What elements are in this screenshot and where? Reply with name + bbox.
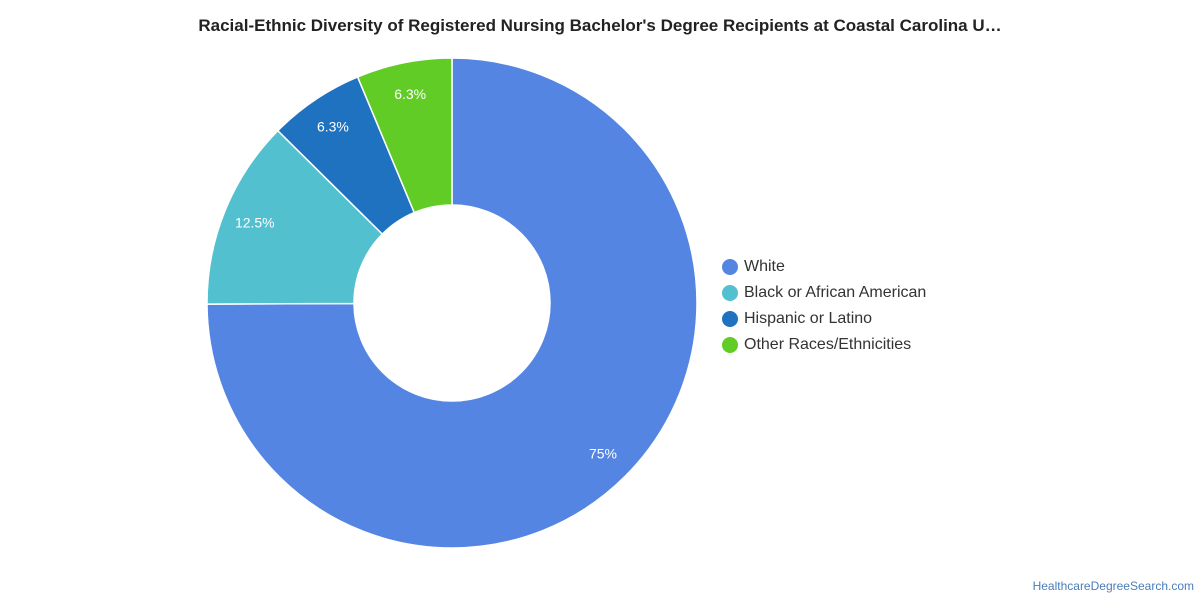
legend-label: White <box>744 258 785 275</box>
slice-data-label-2: 6.3% <box>317 118 349 134</box>
legend-swatch-icon <box>722 337 738 353</box>
chart-title: Racial-Ethnic Diversity of Registered Nu… <box>198 16 1002 35</box>
legend-item-0[interactable]: White <box>722 254 926 280</box>
donut-slice-0[interactable] <box>206 57 698 549</box>
legend-swatch-icon <box>722 259 738 275</box>
slice-data-label-3: 6.3% <box>394 86 426 102</box>
legend-label: Black or African American <box>744 284 927 301</box>
legend-item-3[interactable]: Other Races/Ethnicities <box>722 332 926 358</box>
donut-slice-3[interactable] <box>356 57 453 214</box>
legend-label: Other Races/Ethnicities <box>744 336 912 353</box>
slice-data-label-1: 12.5% <box>235 214 275 230</box>
legend-swatch-icon <box>722 311 738 327</box>
watermark-link[interactable]: HealthcareDegreeSearch.com <box>1032 579 1194 593</box>
slice-data-label-0: 75% <box>589 445 617 461</box>
donut-slice-1[interactable] <box>206 129 384 305</box>
chart-legend: White Black or African American Hispanic o… <box>722 254 926 358</box>
legend-item-1[interactable]: Black or African American <box>722 280 926 306</box>
legend-swatch-icon <box>722 285 738 301</box>
legend-item-2[interactable]: Hispanic or Latino <box>722 306 926 332</box>
legend-label: Hispanic or Latino <box>744 310 873 327</box>
